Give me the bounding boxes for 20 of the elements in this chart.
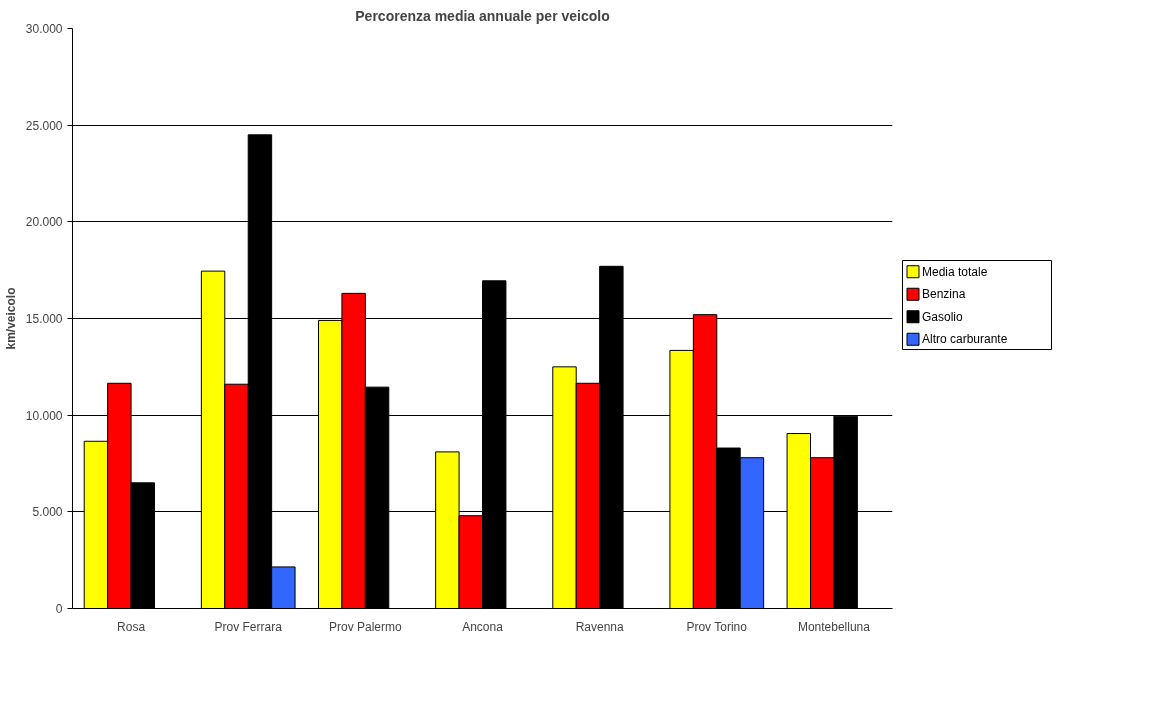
y-tick-label: 0 — [55, 602, 63, 616]
x-tick-label: Montebelluna — [797, 619, 871, 634]
chart-title: Percorenza media annuale per veicolo — [355, 7, 610, 24]
y-tick-label: 20.000 — [25, 215, 63, 230]
y-tick-label: 30.000 — [25, 22, 63, 36]
y-tick-label: 10.000 — [25, 408, 63, 423]
x-tick-label: Prov Palermo — [329, 619, 403, 634]
x-tick-label: Prov Torino — [686, 619, 748, 634]
y-axis-title: km/veicolo — [3, 287, 18, 350]
x-tick-label: Prov Ferrara — [214, 619, 283, 634]
y-tick-label: 5.000 — [32, 505, 63, 520]
legend-label: Altro carburante — [922, 332, 1008, 347]
y-tick-label: 25.000 — [25, 118, 63, 133]
x-tick-label: Ravenna — [575, 619, 624, 634]
x-tick-label: Ancona — [462, 619, 504, 634]
y-tick-label: 15.000 — [25, 312, 63, 326]
legend-label: Benzina — [922, 287, 966, 302]
legend-label: Media totale — [922, 264, 988, 279]
legend-label: Gasolio — [922, 309, 964, 324]
x-tick-label: Rosa — [117, 619, 146, 634]
